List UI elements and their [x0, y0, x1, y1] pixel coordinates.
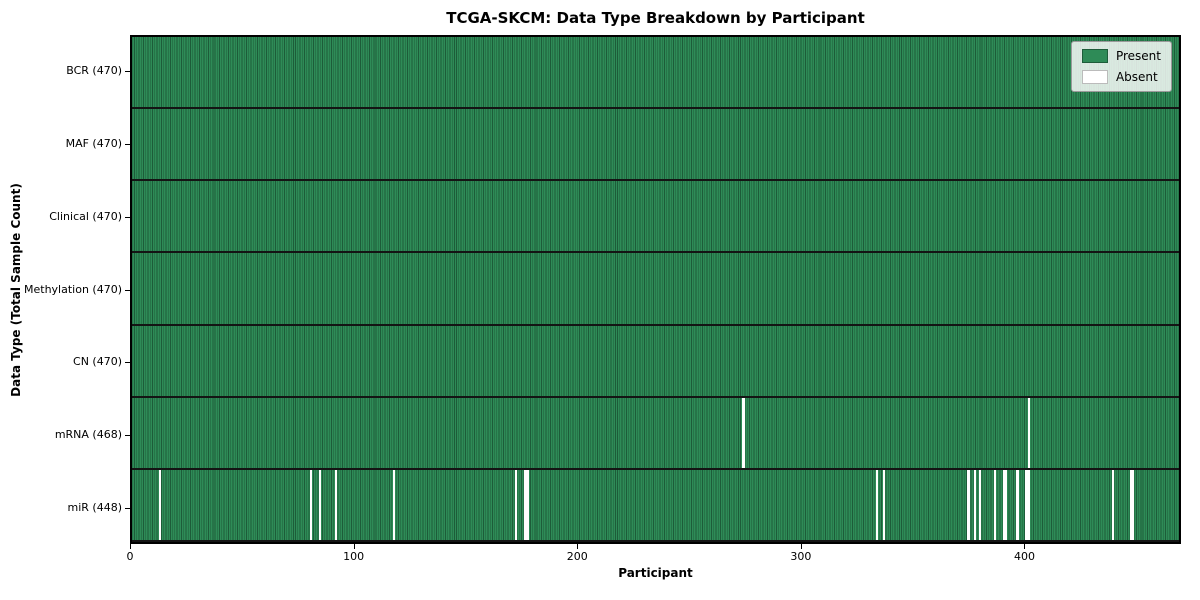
absent-marker: [967, 469, 970, 540]
absent-marker: [742, 397, 745, 468]
present-swatch-icon: [1081, 49, 1108, 63]
heatmap-row-bcr: [132, 37, 1179, 110]
y-tick-mark: [125, 216, 130, 218]
absent-swatch-icon: [1081, 70, 1108, 84]
absent-marker: [515, 469, 518, 540]
absent-marker: [526, 469, 529, 540]
absent-marker: [974, 469, 977, 540]
absent-marker: [1027, 469, 1030, 540]
legend-label-absent: Absent: [1115, 70, 1158, 84]
absent-marker: [310, 469, 313, 540]
x-tick-mark: [1024, 544, 1026, 549]
absent-marker: [524, 469, 527, 540]
heatmap-row-mir: [132, 469, 1179, 542]
legend-entry-absent: Absent: [1081, 70, 1161, 84]
absent-marker: [319, 469, 322, 540]
absent-marker: [1027, 397, 1030, 468]
x-tick-mark: [353, 544, 355, 549]
absent-marker: [1025, 469, 1028, 540]
absent-marker: [1005, 469, 1008, 540]
x-tick-label: 200: [566, 550, 588, 563]
x-tick-mark: [800, 544, 802, 549]
y-tick-label: mRNA (468): [54, 427, 122, 441]
legend-entry-present: Present: [1081, 49, 1161, 63]
y-tick-mark: [125, 71, 130, 73]
absent-marker: [876, 469, 879, 540]
absent-marker: [994, 469, 997, 540]
y-tick-label: BCR (470): [66, 64, 122, 78]
heatmap-row-methylation: [132, 253, 1179, 326]
heatmap-row-clinical: [132, 181, 1179, 254]
x-axis-label: Participant: [618, 566, 693, 580]
x-tick-mark: [130, 544, 131, 549]
x-tick-label: 0: [126, 550, 134, 563]
absent-marker: [1003, 469, 1006, 540]
absent-marker: [1016, 469, 1019, 540]
heatmap-row-cn: [132, 325, 1179, 398]
heatmap-row-maf: [132, 109, 1179, 182]
y-tick-mark: [125, 507, 130, 509]
heatmap-row-mrna: [132, 397, 1179, 470]
y-tick-label: Methylation (470): [24, 282, 122, 296]
legend-label-present: Present: [1115, 49, 1161, 63]
heatmap-plot-area: Present Absent: [130, 35, 1181, 544]
y-tick-mark: [125, 144, 130, 146]
y-tick-label: MAF (470): [65, 137, 122, 151]
legend-box: Present Absent: [1070, 41, 1172, 92]
x-tick-label: 300: [790, 550, 812, 563]
absent-marker: [392, 469, 395, 540]
y-tick-label: CN (470): [73, 355, 122, 369]
y-tick-label: miR (448): [67, 500, 123, 514]
x-tick-label: 100: [343, 550, 365, 563]
absent-marker: [334, 469, 337, 540]
x-tick-label: 400: [1013, 550, 1035, 563]
absent-marker: [882, 469, 885, 540]
absent-marker: [1132, 469, 1135, 540]
y-tick-mark: [125, 289, 130, 291]
chart-title: TCGA-SKCM: Data Type Breakdown by Partic…: [446, 9, 865, 27]
absent-marker: [978, 469, 981, 540]
absent-marker: [1112, 469, 1115, 540]
y-tick-mark: [125, 362, 130, 364]
y-tick-mark: [125, 434, 130, 436]
absent-marker: [1129, 469, 1133, 540]
absent-marker: [158, 469, 161, 540]
y-tick-label: Clinical (470): [49, 209, 122, 223]
x-tick-mark: [577, 544, 579, 549]
